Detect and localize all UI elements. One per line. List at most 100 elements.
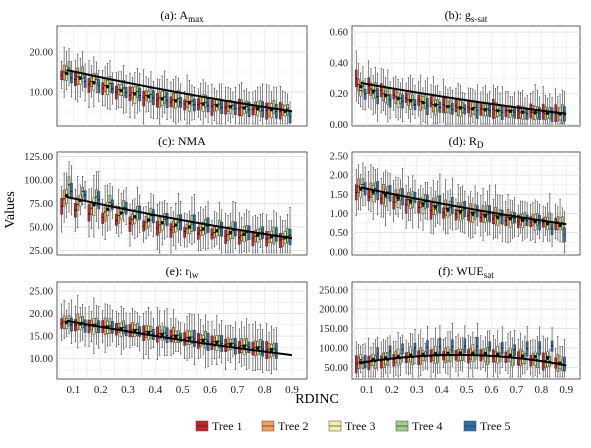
- x-tick-label: 0.2: [385, 384, 399, 396]
- box-tree-5: [152, 318, 155, 349]
- y-tick-label: 15.00: [29, 332, 53, 343]
- box-body: [404, 92, 408, 103]
- box-tree-5: [152, 194, 155, 238]
- box-tree-1: [114, 72, 118, 110]
- box-body: [513, 344, 516, 357]
- box-body: [144, 89, 148, 101]
- box-tree-2: [369, 68, 373, 110]
- box-body: [149, 88, 153, 103]
- panel-title: (a): Amax: [160, 8, 204, 24]
- box-tree-4: [108, 183, 112, 231]
- y-tick-label: 0.00: [330, 120, 348, 131]
- box-tree-3: [496, 194, 500, 239]
- y-tick-label: 1.50: [330, 190, 348, 201]
- y-tick-label: 0.00: [330, 247, 348, 258]
- panel-3: (d): RD 0.00 0.50 1.00 1.50 2.00 2.50: [330, 134, 581, 258]
- legend-item-tree-5: Tree 5: [463, 419, 511, 433]
- box-tree-5: [261, 213, 265, 254]
- box-tree-5: [111, 72, 114, 105]
- box-body: [379, 355, 383, 369]
- box-tree-5: [261, 83, 265, 125]
- group-mean-point: [78, 76, 83, 80]
- y-tick-label: 0.20: [330, 89, 348, 100]
- box-body: [413, 342, 417, 355]
- box-tree-5: [179, 322, 183, 355]
- box-body: [101, 212, 105, 224]
- box-tree-1: [367, 60, 370, 108]
- box-body: [275, 342, 278, 359]
- box-tree-1: [355, 50, 358, 102]
- panel-title-main: (b): g: [445, 8, 471, 22]
- box-body: [272, 100, 276, 114]
- group-mean-point: [242, 344, 246, 348]
- box-tree-2: [131, 76, 134, 106]
- box-body: [426, 97, 429, 115]
- box-tree-1: [101, 70, 105, 106]
- box-body: [388, 94, 392, 108]
- group-mean-point: [201, 102, 205, 106]
- y-tick-label: 1.00: [330, 209, 348, 220]
- box-tree-2: [76, 176, 80, 228]
- box-body: [265, 341, 268, 359]
- box-tree-4: [190, 196, 194, 245]
- box-tree-5: [165, 308, 169, 356]
- group-mean-point: [146, 330, 151, 335]
- trend-line: [360, 186, 567, 226]
- trend-line: [66, 69, 293, 113]
- box-tree-5: [513, 329, 516, 366]
- y-tick-label: 0.50: [330, 228, 348, 239]
- legend: Tree 1 Tree 2 Tree 3 Tree 4 Tree 5: [195, 419, 511, 433]
- box-tree-5: [525, 95, 529, 125]
- box-body: [386, 88, 390, 105]
- box-tree-5: [124, 187, 128, 225]
- box-body: [479, 210, 483, 223]
- box-body: [357, 178, 360, 193]
- box-tree-2: [407, 176, 410, 221]
- box-tree-5: [463, 190, 467, 234]
- group-mean-point: [520, 110, 525, 114]
- box-body: [538, 341, 541, 356]
- panel-title-sub: lw: [189, 270, 199, 280]
- y-tick-label: 200.00: [319, 305, 348, 316]
- x-tick-label: 0.5: [176, 384, 190, 396]
- box-tree-1: [355, 169, 358, 217]
- group-mean-point: [483, 351, 488, 356]
- panel-title-main: (d): R: [449, 134, 477, 148]
- box-body: [114, 213, 118, 226]
- box-body: [286, 228, 289, 243]
- box-tree-5: [138, 316, 142, 352]
- box-tree-5: [363, 78, 367, 111]
- box-tree-1: [60, 303, 64, 341]
- group-mean-point: [269, 347, 274, 352]
- box-tree-4: [448, 189, 452, 229]
- box-body: [529, 103, 532, 119]
- box-body: [169, 329, 173, 343]
- box-body: [554, 218, 557, 231]
- box-body: [404, 198, 408, 214]
- box-tree-3: [359, 174, 362, 211]
- box-body: [267, 343, 271, 358]
- box-tree-2: [544, 94, 547, 125]
- box-body: [550, 107, 554, 122]
- box-tree-1: [210, 83, 214, 125]
- panel-title-sub: D: [477, 140, 484, 150]
- box-body: [394, 88, 398, 104]
- box-tree-1: [417, 334, 420, 378]
- group-mean-point: [495, 352, 500, 357]
- box-tree-2: [431, 180, 435, 235]
- box-body: [234, 103, 237, 115]
- box-tree-4: [81, 176, 85, 205]
- box-tree-1: [60, 61, 64, 89]
- box-tree-5: [401, 78, 404, 123]
- box-tree-4: [67, 48, 71, 86]
- group-mean-point: [383, 193, 388, 197]
- group-mean-point: [64, 71, 69, 76]
- box-body: [138, 87, 142, 102]
- box-body: [496, 213, 500, 226]
- box-tree-5: [152, 80, 155, 120]
- box-tree-5: [538, 96, 541, 125]
- box-tree-4: [94, 61, 98, 94]
- panel-title-sub: sat: [484, 270, 494, 280]
- group-mean-point: [533, 354, 537, 359]
- box-tree-5: [275, 212, 278, 254]
